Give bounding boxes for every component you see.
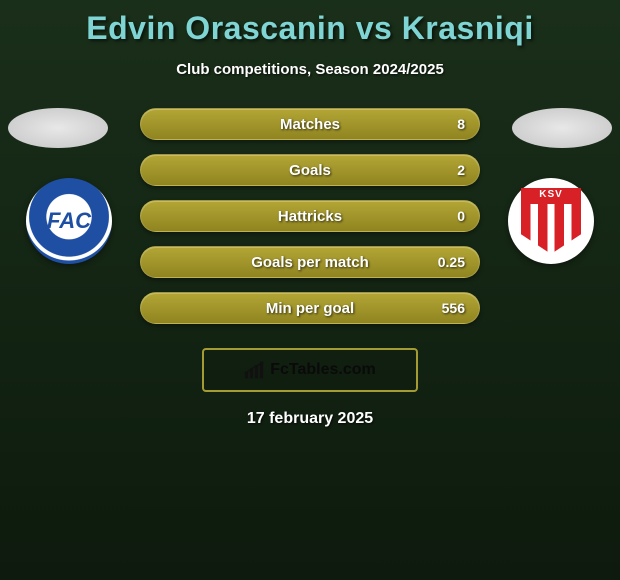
stat-label: Goals per match [251,254,369,271]
stats-arena: FAC Matches 8 Goals 2 Hattricks 0 Goals … [0,108,620,338]
player-right-avatar [512,108,612,148]
stat-value-right: 0.25 [438,254,465,270]
comparison-card: Edvin Orascanin vs Krasniqi Club competi… [0,0,620,428]
club-left-abbr: FAC [47,208,91,234]
stat-row: Matches 8 [140,108,480,140]
brand-text: FcTables.com [270,361,376,379]
club-right-shield [521,188,581,254]
stat-value-right: 2 [457,162,465,178]
stat-value-right: 556 [442,300,465,316]
stat-label: Matches [280,116,340,133]
stat-row: Goals per match 0.25 [140,246,480,278]
page-title: Edvin Orascanin vs Krasniqi [0,10,620,47]
stat-label: Hattricks [278,208,342,225]
club-badge-right [508,178,594,264]
brand-box[interactable]: FcTables.com [202,348,418,392]
club-badge-left: FAC [26,178,112,264]
stat-row: Goals 2 [140,154,480,186]
stat-row: Hattricks 0 [140,200,480,232]
stat-bars: Matches 8 Goals 2 Hattricks 0 Goals per … [140,108,480,338]
stat-value-right: 8 [457,116,465,132]
stat-row: Min per goal 556 [140,292,480,324]
bars-icon [244,361,264,379]
stat-label: Min per goal [266,300,354,317]
subtitle: Club competitions, Season 2024/2025 [0,61,620,78]
stat-value-right: 0 [457,208,465,224]
player-left-avatar [8,108,108,148]
stat-label: Goals [289,162,331,179]
date-text: 17 february 2025 [0,410,620,428]
